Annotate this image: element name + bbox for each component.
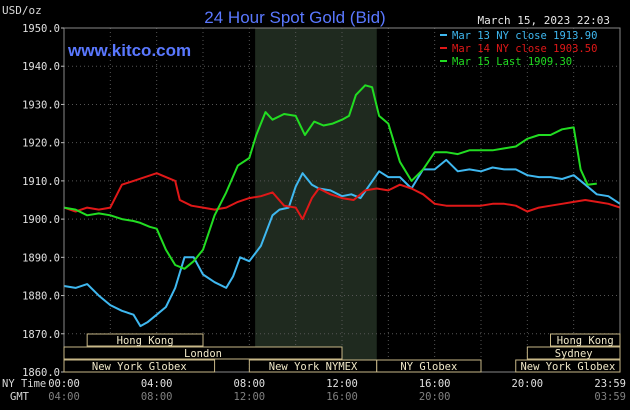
market-session-bar	[63, 359, 216, 373]
legend-label-1: Mar 14 NY close 1903.50	[452, 43, 597, 55]
market-session-bar	[86, 333, 204, 347]
market-session-label: New York NYMEX	[269, 361, 358, 373]
legend-label-0: Mar 13 NY close 1913.90	[452, 30, 597, 42]
y-tick-label: 1930.0	[22, 99, 60, 111]
gmt-tick-label: 03:59	[594, 391, 626, 403]
x-axis-ticks: 00:00 04:00 08:00 12:00 16:00 20:00 23:5904:00…	[48, 378, 626, 403]
ny-tick-label: 04:00	[141, 378, 173, 390]
y-tick-label: 1900.0	[22, 214, 60, 226]
legend: Mar 13 NY close 1913.90 Mar 14 NY close …	[440, 30, 597, 68]
ny-tick-label: 08:00	[234, 378, 266, 390]
ny-session-highlight	[255, 28, 377, 372]
ny-tick-label: 12:00	[326, 378, 358, 390]
legend-label-2: Mar 15 Last 1909.30	[452, 56, 572, 68]
market-session: New York Globex	[515, 359, 621, 373]
gmt-tick-label: 16:00	[326, 391, 358, 403]
market-session-label: New York Globex	[92, 361, 187, 373]
gmt-row-label: GMT	[10, 391, 30, 403]
ny-tick-label: 00:00	[48, 378, 80, 390]
market-session: Hong Kong	[86, 333, 204, 347]
ny-tick-label: 16:00	[419, 378, 451, 390]
market-session-label: Sydney	[555, 348, 593, 360]
market-session: Sydney	[526, 346, 621, 360]
gmt-tick-label: 20:00	[419, 391, 451, 403]
chart-datetime: March 15, 2023 22:03	[478, 14, 610, 27]
ny-tick-label: 20:00	[512, 378, 544, 390]
series-lines	[63, 84, 621, 328]
y-tick-label: 1880.0	[22, 291, 60, 303]
chart-title: 24 Hour Spot Gold (Bid)	[204, 8, 385, 27]
market-session-bar	[376, 359, 482, 373]
market-session-label: Hong Kong	[117, 335, 174, 347]
y-tick-label: 1860.0	[22, 367, 60, 379]
market-session-bar	[526, 346, 621, 360]
series-line-2	[63, 84, 597, 270]
y-tick-label: 1950.0	[22, 23, 60, 35]
gmt-tick-label: 08:00	[141, 391, 173, 403]
market-session: New York NYMEX	[248, 359, 378, 373]
market-session-label: London	[184, 348, 222, 360]
market-session-label: New York Globex	[520, 361, 615, 373]
y-tick-label: 1910.0	[22, 176, 60, 188]
market-session-bar	[515, 359, 621, 373]
series-line-1	[63, 172, 621, 221]
market-session-label: NY Globex	[400, 361, 457, 373]
y-tick-label: 1920.0	[22, 138, 60, 150]
market-session: Hong Kong	[550, 333, 621, 347]
y-axis-unit: USD/oz	[2, 4, 42, 17]
market-session-bar	[63, 346, 343, 360]
ny-time-row-label: NY Time	[2, 378, 46, 390]
market-session-label: Hong Kong	[557, 335, 614, 347]
y-tick-label: 1890.0	[22, 252, 60, 264]
y-tick-label: 1940.0	[22, 61, 60, 73]
market-session-bar	[550, 333, 621, 347]
gmt-tick-label: 12:00	[234, 391, 266, 403]
market-session: London	[63, 346, 343, 360]
y-tick-label: 1870.0	[22, 329, 60, 341]
market-session: NY Globex	[376, 359, 482, 373]
ny-tick-label: 23:59	[594, 378, 626, 390]
market-session: New York Globex	[63, 359, 216, 373]
watermark: www.kitco.com	[67, 41, 191, 60]
gmt-tick-label: 04:00	[48, 391, 80, 403]
session-band	[255, 28, 377, 372]
